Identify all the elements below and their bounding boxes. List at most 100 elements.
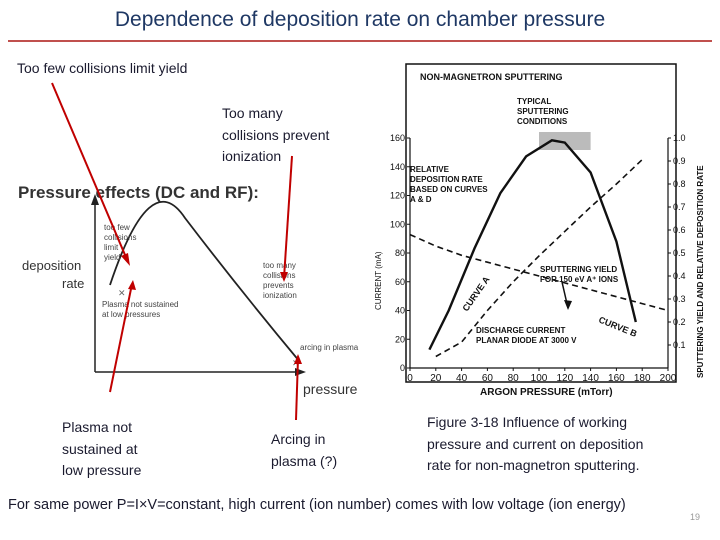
note-few-3: limit	[104, 243, 119, 252]
arrow-many-collisions	[283, 155, 293, 279]
typical-conditions-band	[539, 132, 591, 150]
current-tick-label: 120	[390, 191, 405, 201]
note-few-4: yield	[104, 253, 120, 262]
x-tick-label: 100	[531, 373, 548, 384]
relative-label-2: DEPOSITION RATE	[410, 175, 483, 184]
current-tick-label: 60	[395, 277, 405, 287]
callout-not-sustained-line: sustained at	[62, 440, 138, 457]
sputter-yield-label-2: FOR 150 eV A⁺ IONS	[540, 275, 619, 284]
current-axis-label: CURRENT (mA)	[374, 251, 383, 310]
current-tick-label: 140	[390, 162, 405, 172]
callout-arcing: Arcing in plasma (?)	[271, 429, 337, 472]
callout-many-collisions: Too many collisions prevent ionization	[222, 103, 329, 168]
callout-arcing-line: plasma (?)	[271, 452, 338, 469]
typical-label-1: TYPICAL	[517, 97, 551, 106]
note-many-2: collisions	[263, 271, 295, 280]
x-tick-label: 40	[456, 373, 468, 384]
note-many-1: too many	[263, 261, 296, 270]
current-tick-label: 0	[400, 363, 405, 373]
yield-tick-label: 0.1	[673, 340, 686, 350]
arrow-many-collisions-head	[280, 272, 288, 282]
relative-label-3: BASED ON CURVES	[410, 185, 488, 194]
chart-tick-labels: 0 20 40 60 80 100 120 140 160 180 200 0 20 40 60 80 100 1…	[390, 133, 686, 384]
x-axis-label: pressure	[303, 381, 358, 397]
title-divider	[8, 40, 712, 42]
arrow-not-sustained-head	[128, 280, 136, 290]
figure-caption-line: rate for non-magnetron sputtering.	[427, 457, 640, 474]
pressure-axis-label: ARGON PRESSURE (mTorr)	[480, 387, 613, 398]
note-not-sustained-1: Plasma not sustained	[102, 300, 179, 309]
callout-many-line: collisions prevent	[222, 126, 330, 143]
note-not-sustained-2: at low pressures	[102, 310, 160, 319]
callout-many-line: ionization	[222, 148, 282, 165]
callout-many-line: Too many	[222, 105, 283, 121]
yield-tick-label: 0.4	[673, 271, 686, 281]
current-tick-label: 40	[395, 306, 405, 316]
yield-tick-label: 0.5	[673, 248, 686, 258]
x-tick-label: 20	[430, 373, 442, 384]
series-relative-deposition-rate	[428, 139, 637, 351]
series-curve-b	[409, 233, 669, 312]
figure-caption: Figure 3-18 Influence of working pressur…	[427, 412, 643, 477]
chart-title: NON-MAGNETRON SPUTTERING	[420, 72, 563, 82]
arrow-not-sustained	[109, 283, 133, 393]
x-tick-label: 80	[508, 373, 520, 384]
sputter-yield-label-1: SPUTTERING YIELD	[540, 265, 617, 274]
callout-few-collisions: Too few collisions limit yield	[17, 60, 188, 76]
callout-not-sustained-line: low pressure	[62, 462, 142, 479]
yield-tick-label: 1.0	[673, 133, 686, 143]
footer-note: For same power P=I×V=constant, high curr…	[8, 497, 626, 513]
relative-label-1: RELATIVE	[410, 165, 450, 174]
callout-arcing-line: Arcing in	[271, 431, 326, 447]
x-tick-label: 60	[482, 373, 494, 384]
y-axis-label-line2: rate	[62, 276, 84, 291]
chart-series-group	[409, 139, 669, 358]
x-tick-label: 0	[407, 373, 413, 384]
yield-pointer-arrow	[564, 300, 572, 310]
low-pressure-mark: ✕	[118, 288, 126, 298]
yield-tick-label: 0.3	[673, 294, 686, 304]
series-curve-a	[435, 159, 643, 358]
page-title: Dependence of deposition rate on chamber…	[114, 8, 606, 31]
current-tick-label: 160	[390, 133, 405, 143]
page-number: 19	[690, 512, 701, 522]
typical-label-3: CONDITIONS	[517, 117, 568, 126]
yield-axis-label: SPUTTERING YIELD AND RELATIVE DEPOSITION…	[696, 165, 705, 378]
typical-label-2: SPUTTERING	[517, 107, 569, 116]
y-axis-arrow	[91, 194, 99, 205]
figure-caption-line: pressure and current on deposition	[427, 435, 644, 452]
discharge-label-1: DISCHARGE CURRENT	[476, 326, 565, 335]
note-many-4: ionization	[263, 291, 297, 300]
arrow-few-collisions	[51, 82, 129, 263]
arrow-arcing	[295, 357, 299, 421]
yield-tick-label: 0.7	[673, 202, 686, 212]
arrow-few-collisions-head	[121, 253, 130, 266]
yield-tick-label: 0.9	[673, 156, 686, 166]
callout-not-sustained: Plasma not sustained at low pressure	[62, 417, 141, 482]
figure-caption-line: Figure 3-18 Influence of working	[427, 414, 627, 430]
discharge-label-2: PLANAR DIODE AT 3000 V	[476, 336, 577, 345]
deposition-curve	[109, 200, 301, 363]
note-few-2: collisions	[104, 233, 136, 242]
yield-tick-label: 0.2	[673, 317, 686, 327]
x-tick-label: 120	[556, 373, 573, 384]
x-tick-label: 180	[634, 373, 651, 384]
arrow-arcing-head	[294, 354, 302, 364]
x-tick-label: 140	[582, 373, 599, 384]
current-tick-label: 20	[395, 334, 405, 344]
note-arcing: arcing in plasma	[300, 343, 359, 352]
current-tick-label: 80	[395, 248, 405, 258]
x-tick-label: 160	[608, 373, 625, 384]
current-tick-label: 100	[390, 219, 405, 229]
x-tick-label: 200	[660, 373, 677, 384]
yield-tick-label: 0.8	[673, 179, 686, 189]
callout-not-sustained-line: Plasma not	[62, 419, 133, 435]
y-axis-label-line1: deposition	[22, 258, 81, 273]
yield-tick-label: 0.6	[673, 225, 686, 235]
note-few-1: too few	[104, 223, 130, 232]
pressure-effects-heading: Pressure effects (DC and RF):	[18, 183, 259, 202]
note-many-3: prevents	[263, 281, 294, 290]
